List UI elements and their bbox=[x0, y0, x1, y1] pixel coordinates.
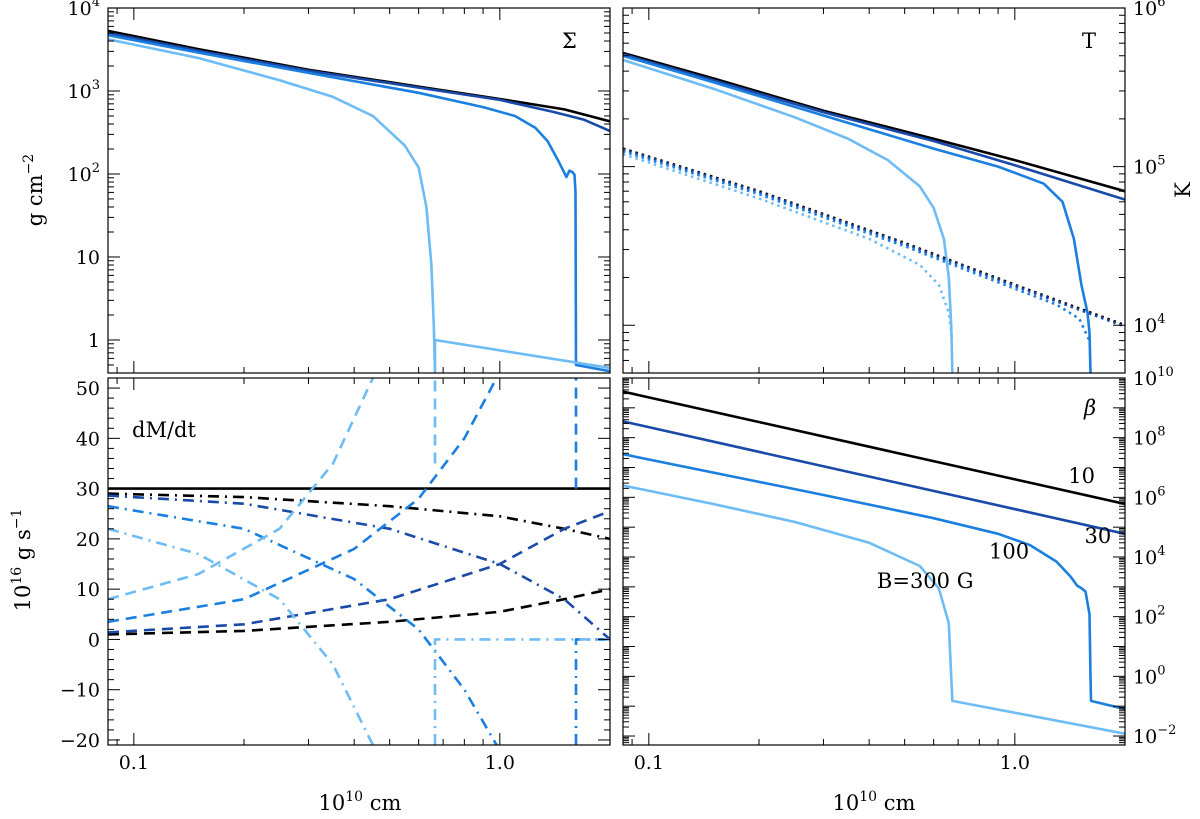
axes-frame-temperature bbox=[622, 7, 1126, 374]
y-tick-label: 10 bbox=[76, 579, 100, 601]
y-tick-label: 1 bbox=[88, 330, 100, 352]
y-axis-label-mdot: 1016 g s−1 bbox=[9, 509, 35, 612]
series-mdot-b-100-g-c-dashdot bbox=[574, 638, 610, 745]
y-tick-label: 40 bbox=[76, 428, 100, 450]
y-tick-label: 103 bbox=[68, 78, 100, 103]
series-mdot-b-30-g-b-dashed bbox=[108, 509, 610, 634]
y-tick-label: 30 bbox=[76, 479, 100, 501]
y-tick-label-right: 1010 bbox=[1133, 365, 1174, 390]
series-temperature-b-100-g-dotted bbox=[623, 150, 1091, 342]
y-tick-label-right: 105 bbox=[1133, 154, 1165, 179]
x-tick-label: 1.0 bbox=[1000, 752, 1030, 774]
axes-frame-sigma bbox=[107, 7, 611, 374]
series-mdot-b-100-g-b-dashed bbox=[108, 378, 498, 624]
y-tick-label-right: 102 bbox=[1133, 604, 1165, 629]
annotation-beta: β bbox=[1083, 396, 1096, 420]
y-tick-label-right: 10−2 bbox=[1133, 723, 1176, 748]
x-axis-label-beta: 1010 cm bbox=[833, 789, 916, 815]
series-beta-b-100-g-solid bbox=[623, 452, 1125, 711]
y-tick-label: 50 bbox=[76, 378, 100, 400]
y-tick-label-right: 108 bbox=[1133, 425, 1165, 450]
series-sigma-b-30-g-solid bbox=[108, 31, 610, 133]
x-tick-label: 0.1 bbox=[119, 752, 149, 774]
series-temperature-b-30-g-solid bbox=[623, 53, 1125, 201]
series-mdot-b-100-g-a-dashdot bbox=[108, 504, 498, 745]
series-beta-b-10-g-solid bbox=[623, 390, 1125, 506]
y-axis-label-temperature: K bbox=[1171, 182, 1195, 198]
series-mdot-b-300-g-b-dashed bbox=[108, 378, 375, 601]
curve-label-b10: 10 bbox=[1068, 464, 1095, 488]
axes-frame-beta bbox=[622, 377, 1126, 746]
y-tick-label: −10 bbox=[60, 680, 100, 702]
panel-temperature: 104 105 106 bbox=[622, 0, 1165, 374]
series-mdot-b-300-g-a-dashdot bbox=[108, 527, 375, 745]
series-beta-b-300-g-solid bbox=[623, 484, 1125, 735]
series-temperature-b-300-g-solid bbox=[623, 58, 954, 373]
y-tick-label-right: 106 bbox=[1133, 484, 1165, 509]
series-beta-b-30-g-solid bbox=[623, 420, 1125, 536]
series-temperature-b-100-g-solid bbox=[623, 54, 1092, 373]
panel-sigma: 1 10 102 103 104 bbox=[68, 0, 611, 374]
y-tick-label-right: 100 bbox=[1133, 663, 1165, 688]
axes-frame-mdot bbox=[107, 377, 611, 746]
panel-beta: 0.1 1.010−210010210410610810101030100B=30… bbox=[622, 365, 1176, 774]
series-mdot-b-300-g-c-dashdot bbox=[433, 638, 610, 745]
x-tick-label: 1.0 bbox=[485, 752, 515, 774]
y-tick-label: 20 bbox=[76, 529, 100, 551]
y-tick-label-right: 104 bbox=[1133, 312, 1165, 337]
panel-mdot: 0.1 1.0 −20 −10 0 10 20 30 40 50 bbox=[60, 377, 611, 774]
curve-label-b30: 30 bbox=[1084, 524, 1111, 548]
curve-label-b300: B=300 G bbox=[877, 569, 974, 593]
series-temperature-b-10-g-solid bbox=[623, 51, 1125, 193]
series-sigma-b-100-g-solid bbox=[108, 33, 610, 373]
y-axis-label-sigma: g cm−2 bbox=[21, 154, 47, 226]
series-temperature-b-300-g-dotted bbox=[623, 152, 954, 341]
y-tick-label: 10 bbox=[76, 247, 100, 269]
y-tick-label: 102 bbox=[68, 161, 100, 186]
y-tick-label: 104 bbox=[68, 0, 100, 20]
y-tick-label-right: 104 bbox=[1133, 544, 1165, 569]
series-sigma-b-300-g-solid bbox=[108, 38, 610, 373]
y-tick-label: 0 bbox=[88, 629, 100, 651]
annotation-mdot: dM/dt bbox=[132, 418, 196, 442]
series-mdot-b-10-g-b-dashed bbox=[108, 587, 610, 636]
series-group-beta bbox=[623, 390, 1125, 735]
annotation-sigma: Σ bbox=[562, 29, 577, 53]
annotation-temperature: T bbox=[1082, 29, 1096, 53]
y-tick-label-right: 106 bbox=[1133, 0, 1165, 20]
x-axis-label-mdot: 1010 cm bbox=[319, 789, 402, 815]
y-tick-label: −20 bbox=[60, 730, 100, 752]
x-tick-label: 0.1 bbox=[634, 752, 664, 774]
series-group-temperature bbox=[623, 51, 1125, 373]
series-mdot-b-30-g-a-dashdot bbox=[108, 494, 610, 641]
curve-label-b100: 100 bbox=[989, 539, 1029, 563]
series-group-sigma bbox=[108, 29, 610, 373]
